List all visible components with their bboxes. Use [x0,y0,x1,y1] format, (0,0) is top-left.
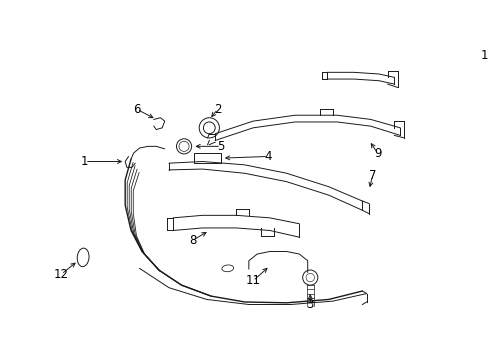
Text: 11: 11 [245,274,260,287]
Text: 5: 5 [217,140,224,153]
Text: 8: 8 [188,234,196,247]
Text: 12: 12 [54,268,69,281]
Text: 9: 9 [373,147,381,159]
Text: 10: 10 [480,49,488,62]
Text: 4: 4 [264,150,271,163]
Bar [194,153,221,163]
Text: 7: 7 [368,169,375,182]
Text: 3: 3 [306,298,313,311]
Text: 2: 2 [214,103,221,116]
Text: 6: 6 [133,103,141,116]
Text: 1: 1 [81,155,88,168]
